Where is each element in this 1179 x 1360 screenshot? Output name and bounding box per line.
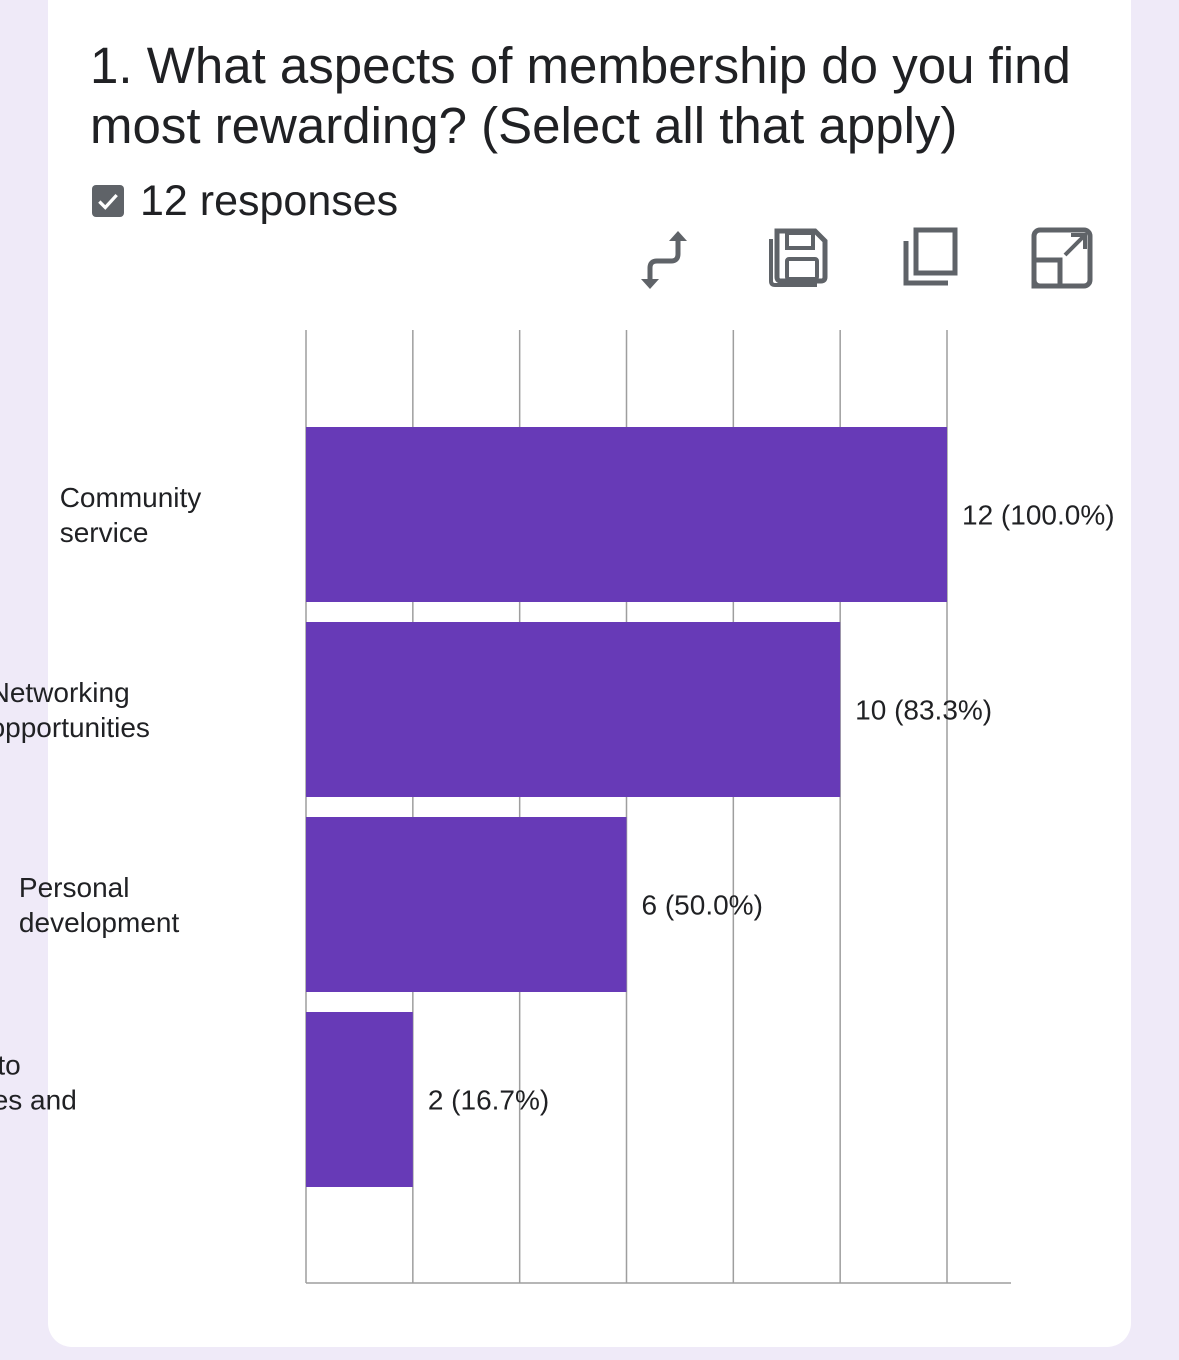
responses-count: 12 responses <box>140 176 399 225</box>
data-label: 10 (83.3%) <box>855 695 992 726</box>
bar <box>306 817 627 992</box>
bar <box>306 427 947 602</box>
bar <box>306 1012 413 1187</box>
save-icon[interactable] <box>765 225 831 291</box>
chart-toolbar <box>0 225 1179 295</box>
category-label: Community service <box>60 482 202 548</box>
checkbox-icon <box>92 185 124 217</box>
data-label: 12 (100.0%) <box>962 500 1115 531</box>
category-label: Networking opportunities <box>0 677 150 743</box>
swap-icon[interactable] <box>634 225 700 291</box>
data-label: 2 (16.7%) <box>428 1085 549 1116</box>
category-label: Personal development <box>19 872 180 938</box>
data-label: 6 (50.0%) <box>642 890 763 921</box>
expand-icon[interactable] <box>1029 225 1095 291</box>
bar <box>306 622 841 797</box>
question-title: 1. What aspects of membership do you fin… <box>90 37 1071 154</box>
copy-icon[interactable] <box>898 225 964 291</box>
category-label: Access toresources andtraining <box>0 1050 77 1151</box>
responses-summary: 12 responses <box>92 176 398 226</box>
